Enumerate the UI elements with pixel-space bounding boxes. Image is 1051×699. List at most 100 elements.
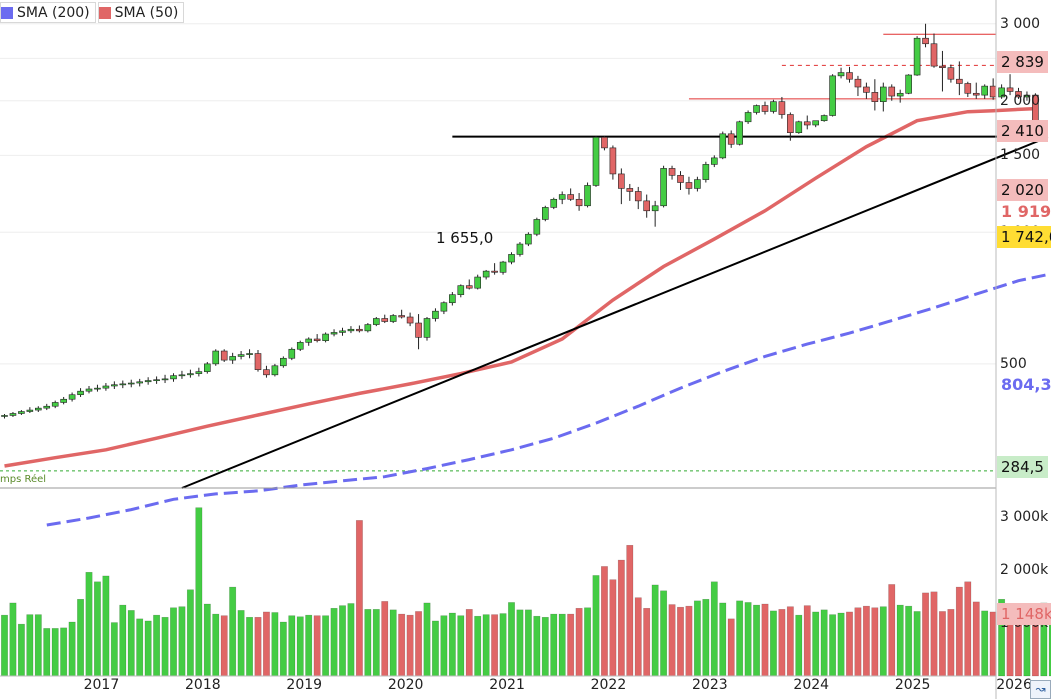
candle-body: [18, 411, 25, 414]
candle-body: [956, 78, 963, 84]
candle-body: [981, 85, 989, 96]
volume-bar: [465, 609, 473, 677]
candle-body: [322, 333, 329, 341]
volume-bar: [85, 571, 93, 677]
candle-body: [263, 369, 270, 376]
sma50-line: [4, 106, 1036, 468]
candle-body: [288, 348, 296, 359]
volume-bar: [896, 604, 904, 677]
volume-bar: [364, 609, 372, 677]
sma200-value-badge: 804,36: [997, 374, 1051, 396]
candle-body: [111, 384, 118, 387]
candle-body: [685, 182, 693, 189]
candle-body: [829, 75, 836, 116]
volume-bar: [609, 579, 617, 677]
volume-bar: [584, 607, 591, 677]
volume-bar: [888, 584, 896, 677]
support-level-label: 1 655,0: [436, 229, 494, 247]
volume-bar: [17, 623, 25, 677]
sma200-swatch: [1, 6, 13, 19]
candle-body: [584, 185, 591, 207]
year-tick-label: 2020: [387, 677, 424, 693]
volume-bar: [34, 614, 42, 677]
volume-bar: [144, 620, 152, 677]
price-tick-label: 500: [1000, 355, 1027, 372]
year-tick-label: 2026: [996, 677, 1032, 693]
candle-body: [727, 133, 735, 145]
candle-body: [618, 173, 625, 189]
volume-bar: [567, 613, 575, 677]
volume-bar: [43, 628, 51, 677]
volume-bar: [981, 610, 989, 677]
candle-body: [85, 388, 93, 392]
candle-body: [702, 164, 710, 180]
volume-bar: [195, 507, 203, 677]
volume-bar: [119, 604, 127, 677]
year-tick-label: 2022: [590, 677, 627, 693]
candle-body: [482, 270, 490, 278]
volume-bar: [246, 616, 254, 677]
volume-bar: [1040, 602, 1048, 677]
candle-body: [694, 179, 701, 189]
candle-body: [1015, 91, 1022, 98]
volume-bar: [693, 600, 701, 677]
volume-bar: [389, 609, 397, 677]
candle-body: [896, 92, 904, 97]
candle-body: [643, 200, 651, 212]
candle-body: [398, 315, 405, 318]
volume-bar: [355, 520, 363, 677]
volume-bar: [161, 616, 169, 677]
candle-body: [820, 115, 828, 122]
candle-body: [761, 105, 769, 112]
volume-bar: [558, 613, 566, 677]
candle-body: [51, 402, 59, 407]
candle-body: [846, 72, 853, 80]
volume-bar: [1048, 612, 1051, 677]
volume-bar: [744, 602, 752, 677]
volume-bar: [592, 575, 600, 677]
scroll-right-icon[interactable]: ↝: [1030, 680, 1051, 699]
candle-body: [474, 276, 482, 289]
candle-body: [1006, 87, 1014, 92]
candle-body: [144, 380, 152, 383]
candle-body: [153, 379, 160, 381]
volume-bar: [660, 590, 668, 677]
price-tick-label: 3 000: [1000, 15, 1041, 32]
candle-body: [998, 87, 1005, 98]
volume-bar: [110, 622, 118, 677]
year-tick-label: 2019: [286, 677, 323, 693]
candle-body: [415, 322, 422, 338]
legend-item-sma200[interactable]: SMA (200): [0, 2, 96, 23]
candle-body: [770, 101, 777, 112]
candle-body: [634, 191, 642, 202]
volume-tick-label: 3 000k: [1000, 509, 1049, 526]
volume-bar: [339, 605, 346, 677]
volume-bar: [372, 609, 380, 677]
candle-body: [837, 72, 845, 77]
candle-body: [744, 112, 752, 123]
candle-body: [237, 354, 245, 357]
candle-body: [330, 332, 338, 335]
year-tick-label: 2021: [489, 677, 525, 693]
candle-body: [347, 328, 355, 332]
volume-bar: [448, 612, 456, 677]
candle-body: [525, 233, 532, 245]
sma50-value-badge: 1 919,: [997, 201, 1051, 223]
volume-bar: [220, 615, 228, 677]
volume-bar: [406, 614, 414, 677]
volume-bar: [423, 602, 431, 677]
volume-bar: [482, 614, 490, 677]
candle-body: [651, 205, 659, 212]
volume-bar: [761, 603, 769, 677]
legend-item-sma50[interactable]: SMA (50): [97, 2, 185, 23]
candle-body: [922, 37, 929, 45]
candle-body: [609, 147, 617, 175]
candle-body: [972, 92, 980, 96]
candle-body: [550, 198, 558, 208]
volume-bar: [829, 614, 837, 677]
candle-body: [989, 85, 997, 98]
candle-body: [178, 374, 186, 377]
sma50-path: [4, 106, 1036, 468]
realtime-label: mps Réel: [0, 474, 47, 485]
